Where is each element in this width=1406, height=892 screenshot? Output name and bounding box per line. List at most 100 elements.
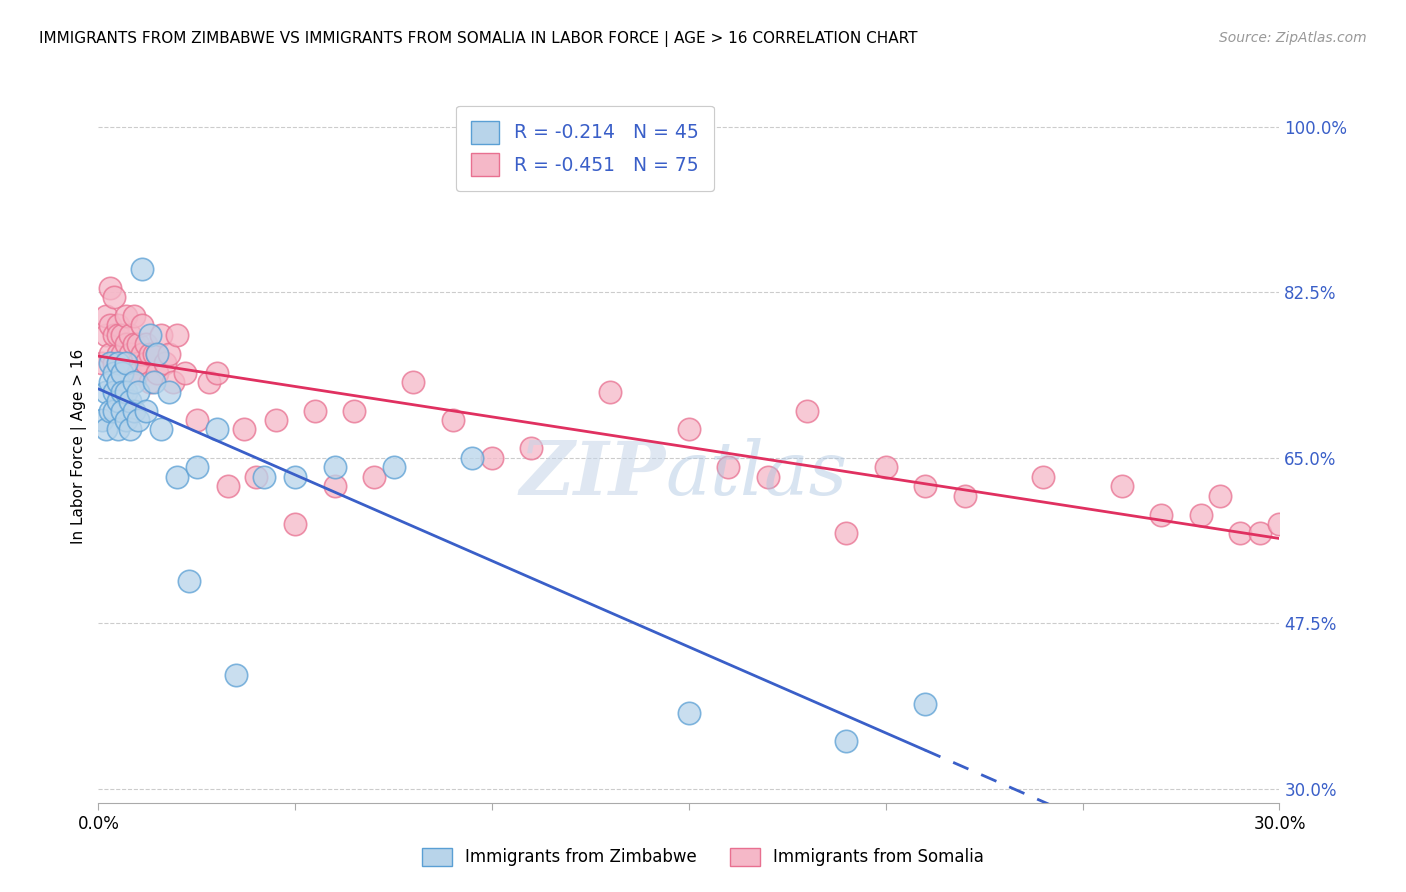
Point (186, 460, 208, 475)
Point (1209, 489, 1232, 503)
Point (103, 327, 125, 342)
Point (118, 327, 141, 342)
Point (157, 347, 180, 361)
Point (127, 384, 149, 399)
Point (146, 347, 169, 361)
Point (264, 413, 287, 427)
Point (131, 347, 153, 361)
Point (118, 422, 141, 436)
Point (678, 706, 700, 720)
Point (107, 327, 129, 342)
Point (186, 413, 208, 427)
Point (103, 403, 125, 417)
Point (107, 356, 129, 370)
Point (914, 697, 936, 711)
Point (284, 469, 307, 483)
Point (953, 489, 976, 503)
Point (304, 403, 326, 417)
Point (131, 318, 153, 333)
Point (402, 375, 425, 389)
Point (157, 384, 180, 399)
Point (205, 422, 228, 436)
Point (323, 460, 346, 475)
Point (107, 375, 129, 389)
Point (678, 422, 700, 436)
Point (166, 327, 188, 342)
Point (115, 356, 138, 370)
Point (205, 366, 228, 380)
Point (1111, 479, 1133, 493)
Point (127, 337, 149, 351)
Point (135, 403, 157, 417)
Point (914, 479, 936, 493)
Point (146, 366, 169, 380)
Point (118, 394, 141, 409)
Point (115, 337, 138, 351)
Point (115, 413, 138, 427)
Point (1268, 516, 1291, 531)
Point (245, 469, 267, 483)
Point (1189, 508, 1212, 522)
Point (122, 403, 145, 417)
Point (796, 403, 818, 417)
Point (96, 309, 118, 323)
Point (284, 516, 307, 531)
Point (343, 403, 366, 417)
Point (111, 347, 134, 361)
Point (115, 356, 138, 370)
Point (103, 366, 125, 380)
Point (177, 574, 200, 588)
Point (166, 469, 188, 483)
Point (111, 366, 134, 380)
Point (98, 375, 121, 389)
Point (835, 526, 858, 541)
Point (197, 375, 219, 389)
Text: atlas: atlas (665, 438, 848, 511)
Point (98, 318, 121, 333)
Point (96, 327, 118, 342)
Point (382, 460, 405, 475)
Point (225, 668, 247, 682)
Point (103, 356, 125, 370)
Point (1150, 508, 1173, 522)
Point (111, 403, 134, 417)
Point (122, 309, 145, 323)
Legend: Immigrants from Zimbabwe, Immigrants from Somalia: Immigrants from Zimbabwe, Immigrants fro… (415, 841, 991, 873)
Point (138, 347, 160, 361)
Point (111, 327, 134, 342)
Point (323, 479, 346, 493)
Point (150, 327, 173, 342)
Point (127, 356, 149, 370)
Point (1229, 526, 1251, 541)
Point (98, 347, 121, 361)
Point (155, 356, 177, 370)
Point (98, 403, 121, 417)
Point (91, 413, 114, 427)
Point (127, 366, 149, 380)
Point (96, 384, 118, 399)
Point (756, 469, 779, 483)
Point (875, 460, 897, 475)
Text: Source: ZipAtlas.com: Source: ZipAtlas.com (1219, 31, 1367, 45)
Text: IMMIGRANTS FROM ZIMBABWE VS IMMIGRANTS FROM SOMALIA IN LABOR FORCE | AGE > 16 CO: IMMIGRANTS FROM ZIMBABWE VS IMMIGRANTS F… (39, 31, 918, 47)
Point (115, 309, 138, 323)
Point (96, 422, 118, 436)
Point (98, 356, 121, 370)
Point (1249, 526, 1271, 541)
Point (107, 422, 129, 436)
Point (363, 469, 385, 483)
Point (174, 366, 197, 380)
Point (146, 347, 169, 361)
Point (111, 384, 134, 399)
Point (122, 375, 145, 389)
Point (103, 290, 125, 304)
Point (461, 450, 484, 465)
Point (150, 422, 173, 436)
Point (107, 356, 129, 370)
Point (118, 347, 141, 361)
Point (835, 734, 858, 748)
Point (115, 384, 138, 399)
Point (520, 442, 543, 456)
Point (481, 450, 503, 465)
Point (103, 384, 125, 399)
